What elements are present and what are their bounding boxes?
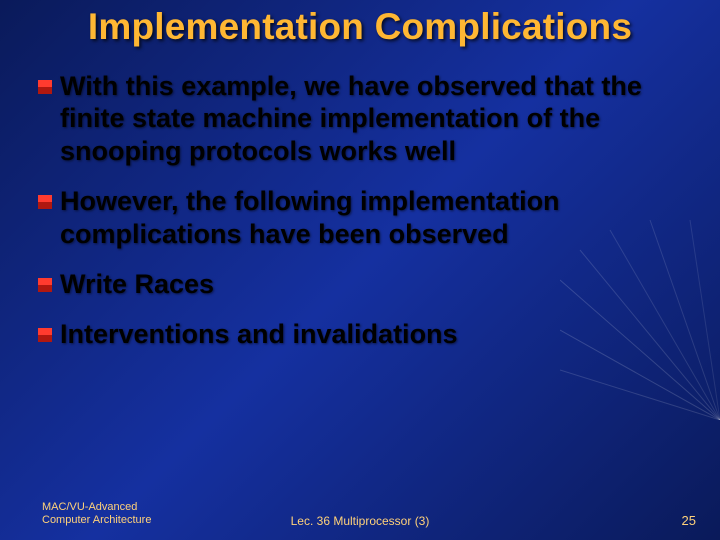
bullet-item: Interventions and invalidations [38, 318, 690, 350]
footer: MAC/VU-Advanced Computer Architecture Le… [0, 501, 720, 529]
slide-title: Implementation Complications [0, 0, 720, 48]
bullet-icon [38, 278, 52, 292]
footer-center: Lec. 36 Multiprocessor (3) [291, 514, 430, 528]
footer-left-line2: Computer Architecture [42, 514, 151, 528]
bullet-text: However, the following implementation co… [60, 185, 690, 250]
bullet-text: Write Races [60, 268, 214, 300]
bullet-text: With this example, we have observed that… [60, 70, 690, 167]
bullet-item: With this example, we have observed that… [38, 70, 690, 167]
bullet-icon [38, 195, 52, 209]
bullet-text: Interventions and invalidations [60, 318, 458, 350]
bullet-icon [38, 328, 52, 342]
slide: Implementation Complications With this e… [0, 0, 720, 540]
bullet-item: Write Races [38, 268, 690, 300]
bullet-icon [38, 80, 52, 94]
content-area: With this example, we have observed that… [0, 48, 720, 351]
footer-left-line1: MAC/VU-Advanced [42, 501, 151, 515]
slide-number: 25 [682, 513, 696, 528]
bullet-item: However, the following implementation co… [38, 185, 690, 250]
footer-left: MAC/VU-Advanced Computer Architecture [42, 501, 151, 529]
